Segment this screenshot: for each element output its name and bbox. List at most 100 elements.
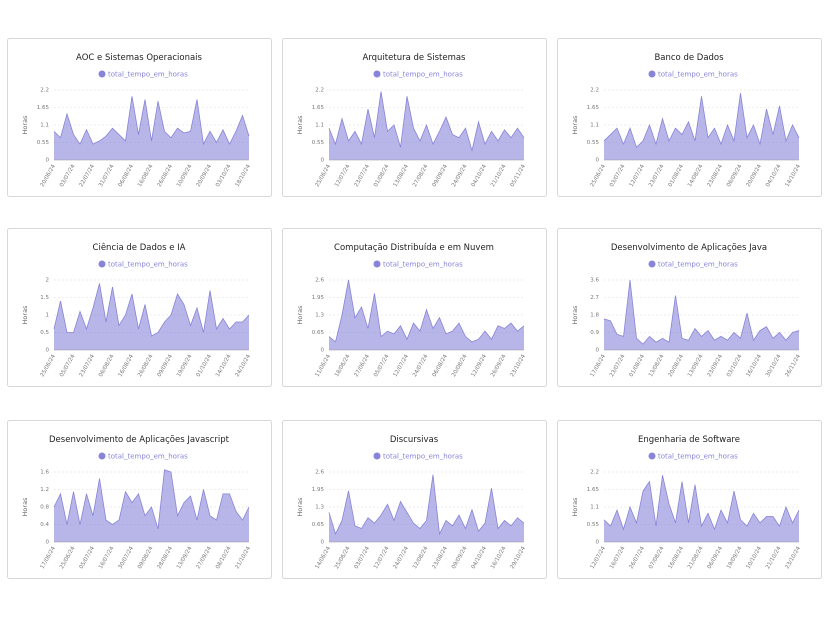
y-tick-label: 2 — [46, 278, 50, 284]
y-tick-label: 1.65 — [587, 105, 600, 111]
y-axis-label: Horas — [21, 305, 29, 325]
y-tick-label: 1.65 — [37, 105, 50, 111]
y-tick-label: 1.1 — [590, 505, 599, 511]
chart-title: AOC e Sistemas Operacionais — [76, 53, 203, 63]
y-tick-label: 2.6 — [315, 470, 324, 476]
y-tick-label: 2.2 — [315, 88, 324, 94]
y-tick-label: 1.8 — [590, 313, 599, 319]
legend-swatch — [648, 452, 656, 460]
y-axis-label: Horas — [296, 497, 304, 517]
legend-label: total_tempo_em_horas — [108, 71, 188, 79]
y-tick-label: 1 — [46, 313, 50, 319]
area-line — [328, 474, 525, 536]
y-axis-label: Horas — [21, 115, 29, 135]
y-tick-label: 1.6 — [40, 470, 49, 476]
y-tick-label: 1.1 — [315, 123, 324, 129]
legend-swatch — [98, 452, 106, 460]
y-tick-label: 1.95 — [312, 487, 325, 493]
area — [54, 283, 249, 350]
area — [604, 280, 799, 350]
chart-title: Ciência de Dados e IA — [93, 242, 186, 253]
y-tick-label: 0.4 — [40, 522, 49, 528]
y-tick-label: 0.8 — [40, 505, 49, 511]
legend-label: total_tempo_em_horas — [658, 71, 738, 79]
legend-label: total_tempo_em_horas — [383, 261, 463, 269]
y-tick-label: 0.55 — [312, 140, 325, 146]
y-tick-label: 0 — [596, 540, 600, 546]
y-tick-label: 0.5 — [40, 330, 49, 336]
y-tick-label: 1.65 — [587, 487, 600, 493]
chart-title: Engenharia de Software — [638, 435, 740, 445]
legend-label: total_tempo_em_horas — [383, 453, 463, 461]
area-line — [328, 279, 525, 343]
y-tick-label: 1.95 — [312, 295, 325, 301]
legend-swatch — [373, 70, 381, 78]
y-tick-label: 2.6 — [315, 278, 324, 284]
area — [604, 93, 799, 160]
legend-swatch — [373, 452, 381, 460]
area-line — [603, 279, 800, 345]
y-tick-label: 0 — [321, 348, 325, 354]
y-tick-label: 1.65 — [312, 105, 325, 111]
legend-label: total_tempo_em_horas — [108, 453, 188, 461]
y-tick-label: 1.1 — [590, 123, 599, 129]
y-tick-label: 2.2 — [590, 88, 599, 94]
area-line — [53, 469, 250, 529]
chart-title: Arquitetura de Sistemas — [363, 53, 467, 63]
legend-label: total_tempo_em_horas — [383, 71, 463, 79]
y-axis-label: Horas — [571, 115, 579, 135]
area-line — [53, 96, 250, 146]
area — [604, 475, 799, 542]
y-tick-label: 1.3 — [315, 313, 324, 319]
area-line — [603, 93, 800, 148]
y-tick-label: 1.1 — [40, 123, 49, 129]
y-tick-label: 0 — [46, 348, 50, 354]
y-tick-label: 2.7 — [590, 295, 599, 301]
legend-swatch — [648, 70, 656, 78]
legend-swatch — [98, 70, 106, 78]
area — [329, 280, 524, 350]
y-tick-label: 0.9 — [590, 330, 599, 336]
chart-title: Discursivas — [390, 435, 439, 445]
legend-label: total_tempo_em_horas — [658, 261, 738, 269]
y-tick-label: 0 — [596, 348, 600, 354]
legend-swatch — [648, 260, 656, 268]
y-tick-label: 0 — [321, 158, 325, 164]
y-tick-label: 1.2 — [40, 487, 49, 493]
chart-title: Computação Distribuída e em Nuvem — [334, 243, 494, 253]
area — [329, 474, 524, 542]
y-tick-label: 0 — [321, 540, 325, 546]
area-line — [328, 91, 525, 153]
legend-swatch — [98, 260, 106, 268]
y-tick-label: 0.65 — [312, 522, 325, 528]
area — [54, 96, 249, 160]
y-tick-label: 0 — [596, 158, 600, 164]
y-axis-label: Horas — [296, 305, 304, 325]
y-tick-label: 0 — [46, 158, 50, 164]
y-tick-label: 1.5 — [40, 295, 49, 301]
y-tick-label: 2.2 — [590, 470, 599, 476]
legend-swatch — [373, 260, 381, 268]
chart-title: Desenvolvimento de Aplicações Javascript — [49, 435, 230, 445]
area-line — [603, 475, 800, 531]
y-axis-label: Horas — [296, 115, 304, 135]
legend-label: total_tempo_em_horas — [658, 453, 738, 461]
y-tick-label: 0.55 — [37, 140, 50, 146]
y-tick-label: 2.2 — [40, 88, 49, 94]
legend-label: total_tempo_em_horas — [108, 261, 188, 269]
y-tick-label: 0 — [46, 540, 50, 546]
y-axis-label: Horas — [571, 305, 579, 325]
chart-title: Desenvolvimento de Aplicações Java — [611, 243, 767, 253]
y-axis-label: Horas — [21, 497, 29, 517]
area-line — [53, 283, 250, 337]
y-tick-label: 0.55 — [587, 522, 600, 528]
y-tick-label: 1.3 — [315, 505, 324, 511]
area — [54, 469, 249, 542]
y-tick-label: 0.55 — [587, 140, 600, 146]
y-axis-label: Horas — [571, 497, 579, 517]
chart-title: Banco de Dados — [654, 53, 724, 63]
y-tick-label: 0.65 — [312, 330, 325, 336]
y-tick-label: 3.6 — [590, 278, 599, 284]
